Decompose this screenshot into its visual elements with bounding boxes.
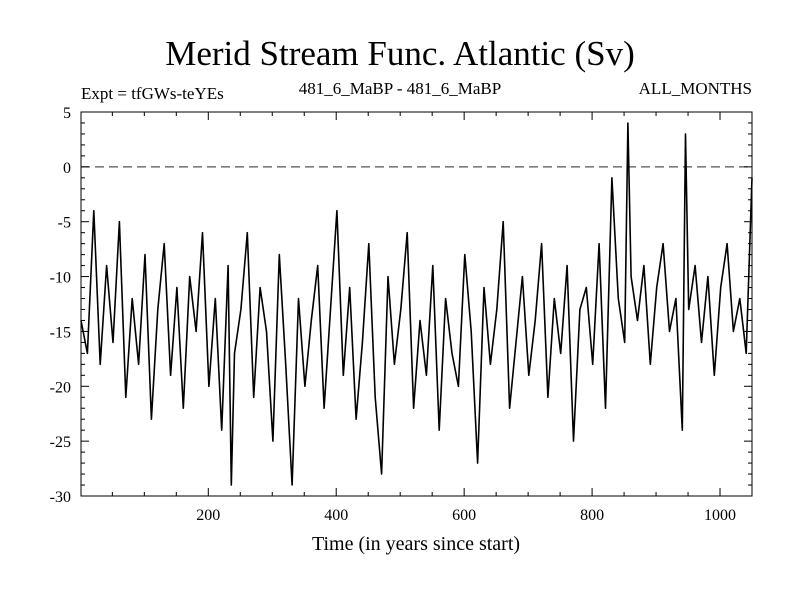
y-tick-label: -15 [50, 324, 71, 341]
x-axis: 200 400 600 800 1000 [111, 112, 753, 524]
y-tick-label: -10 [50, 270, 71, 287]
y-tick-label: 5 [63, 105, 71, 122]
x-tick-label: 1000 [704, 507, 736, 524]
experiment-label: Expt = tfGWs-teYEs [81, 84, 224, 103]
months-label: ALL_MONTHS [638, 79, 752, 98]
x-axis-label: Time (in years since start) [312, 533, 520, 555]
chart-title: Merid Stream Func. Atlantic (Sv) [165, 34, 635, 73]
y-tick-label: -20 [50, 379, 71, 396]
y-tick-label: -30 [50, 489, 71, 506]
x-tick-label: 400 [324, 507, 348, 524]
x-tick-label: 800 [580, 507, 604, 524]
y-axis: 5 0 -5 -10 -15 -20 -25 -30 [50, 105, 752, 506]
series-line [80, 122, 753, 486]
run-label: 481_6_MaBP - 481_6_MaBP [298, 79, 502, 98]
y-tick-label: -5 [58, 215, 71, 232]
y-tick-label: -25 [50, 434, 71, 451]
x-tick-label: 200 [196, 507, 220, 524]
plot-frame [80, 111, 753, 497]
x-tick-label: 600 [452, 507, 476, 524]
y-tick-label: 0 [63, 160, 71, 177]
